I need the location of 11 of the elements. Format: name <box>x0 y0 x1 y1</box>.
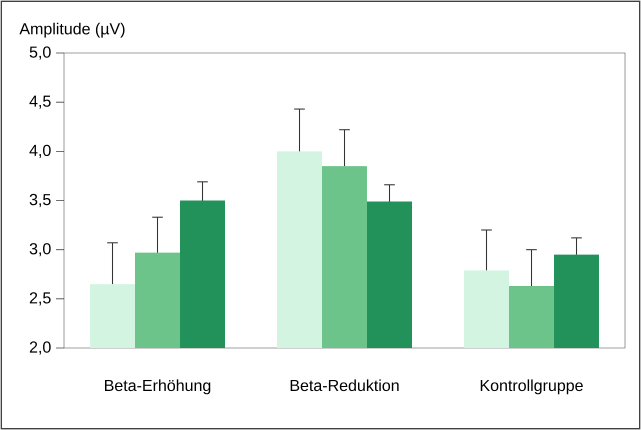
y-tick-label: 2,0 <box>30 341 51 355</box>
y-tick-label: 5,0 <box>30 46 51 60</box>
y-tick-label: 3,5 <box>30 194 51 208</box>
x-tick-label: Beta-Reduktion <box>290 379 399 392</box>
y-tick-label: 3,0 <box>30 243 51 256</box>
y-axis-title: Amplitude (µV) <box>19 22 124 38</box>
x-tick-label: Beta-Erhöhung <box>105 379 210 394</box>
y-tick-label: 4,0 <box>29 144 51 158</box>
y-tick-label: 4,5 <box>29 96 51 109</box>
x-tick-label: Kontrollgruppe <box>480 379 583 394</box>
y-tick-label: 2,5 <box>30 292 51 306</box>
